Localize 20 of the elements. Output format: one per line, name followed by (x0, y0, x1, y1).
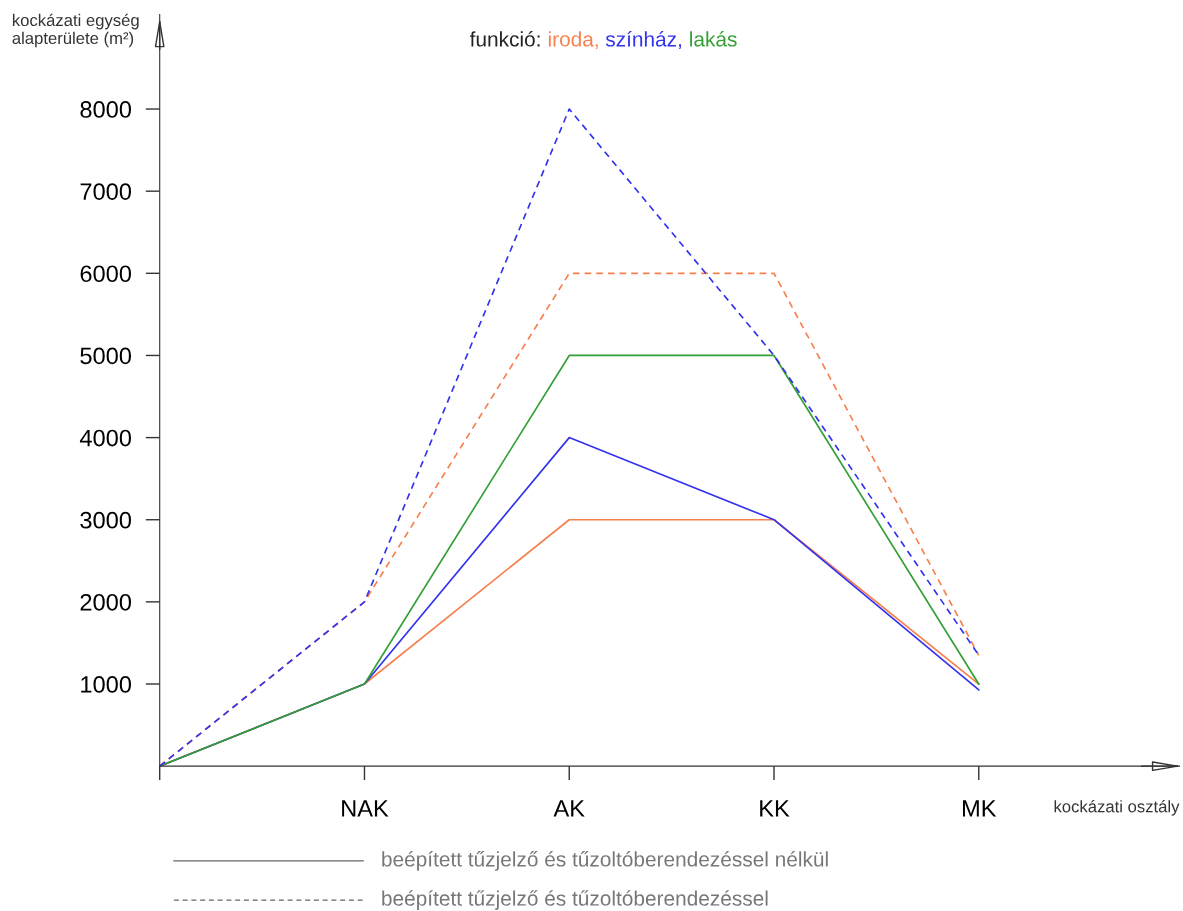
y-tick-label: 4000 (79, 429, 132, 447)
y-tick-label: 1000 (81, 676, 132, 693)
y-tick-label: 3000 (80, 511, 132, 529)
y-axis-title: kockázati egység alapterülete (m²) (12, 13, 139, 48)
x-tick-label: NAK (342, 800, 389, 817)
x-tick-label: MK (963, 800, 997, 817)
x-axis-title: kockázati osztály (1054, 799, 1180, 816)
y-tick-label: 6000 (80, 265, 132, 283)
y-tick-label: 2000 (80, 593, 132, 611)
text: iroda, (548, 31, 598, 50)
text: beépített tűzjelző és tűzoltóberendezéssel nélkül (382, 851, 828, 871)
text: színház, (605, 31, 681, 50)
text: funkció: (469, 31, 540, 47)
y-tick-label: 8000 (80, 101, 132, 118)
y-tick-label: 7000 (80, 183, 132, 200)
x-tick-label: KK (760, 800, 790, 817)
x-tick-label: AK (553, 800, 585, 817)
text: lakás (690, 31, 737, 47)
text: beépített tűzjelző és tűzoltóberendezéssel (382, 890, 768, 910)
y-tick-label: 5000 (80, 347, 132, 365)
